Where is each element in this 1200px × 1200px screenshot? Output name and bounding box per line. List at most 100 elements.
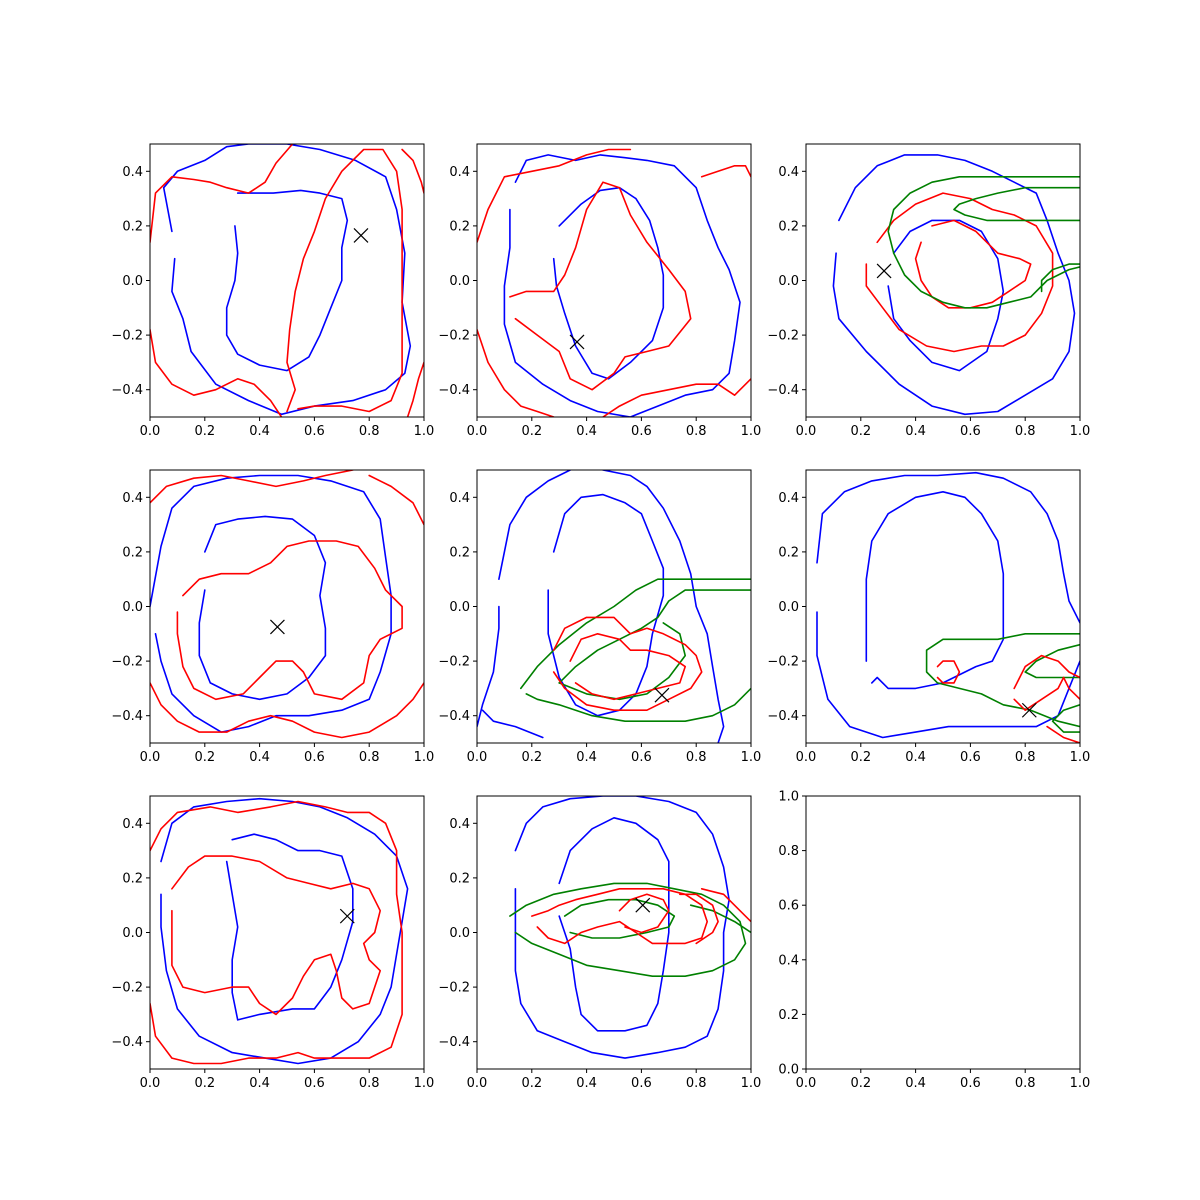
subplot-4: 0.0 0.2 0.4 0.6 0.8 1.0 −0.4 −0.2 0.0 0.2 0.4 <box>111 469 435 765</box>
contour-line-3 <box>150 470 354 504</box>
axes-frame <box>805 795 1081 1070</box>
contour-line-1 <box>160 797 409 1065</box>
contour-line-3 <box>509 882 747 978</box>
contour-line-7 <box>525 687 751 723</box>
contour-line-6 <box>953 186 1080 222</box>
contour-line-6 <box>401 148 424 194</box>
y-tick-label: 0.6 <box>778 899 799 914</box>
contour-line-4 <box>481 709 544 739</box>
contour-line-5 <box>887 176 1080 309</box>
x-tick-label: 0.6 <box>631 750 652 765</box>
y-tick-label: 0.0 <box>778 600 799 615</box>
y-tick-label: −0.2 <box>767 329 799 344</box>
x-tick-label: 0.6 <box>960 424 981 439</box>
x-marker <box>1021 702 1037 718</box>
x-marker <box>654 687 670 703</box>
contour-line-3 <box>477 148 632 244</box>
x-tick-label: 1.0 <box>1070 424 1091 439</box>
contour-line-5 <box>689 904 751 934</box>
y-tick-label: 0.2 <box>778 545 799 560</box>
contour-line-8 <box>558 589 751 684</box>
x-tick-label: 0.8 <box>1015 750 1036 765</box>
y-tick-label: −0.4 <box>111 709 143 724</box>
x-tick-label: 0.0 <box>467 750 488 765</box>
x-marker <box>876 263 892 279</box>
x-tick-label: 0.6 <box>304 1076 325 1091</box>
contour-group <box>832 154 1080 416</box>
contour-line-1 <box>498 470 572 581</box>
contour-line-1 <box>150 474 392 733</box>
contour-line-4 <box>368 474 424 526</box>
y-tick-label: 0.0 <box>449 274 470 289</box>
x-tick-label: 0.6 <box>960 750 981 765</box>
y-tick-label: 0.0 <box>122 274 143 289</box>
x-marker <box>353 228 369 243</box>
y-tick-label: 0.4 <box>778 953 799 968</box>
y-tick-label: −0.4 <box>111 383 143 398</box>
y-tick-label: 0.2 <box>449 545 470 560</box>
contour-line-1 <box>514 796 730 1059</box>
y-tick-label: 0.2 <box>449 219 470 234</box>
x-tick-label: 0.6 <box>631 1076 652 1091</box>
x-tick-label: 0.4 <box>905 750 926 765</box>
x-tick-label: 0.6 <box>304 750 325 765</box>
subplot-1: 0.0 0.2 0.4 0.6 0.8 1.0 −0.4 −0.2 0.0 0.2 0.4 <box>111 143 434 439</box>
x-tick-label: 0.0 <box>796 424 817 439</box>
y-tick-label: −0.4 <box>438 383 470 398</box>
y-tick-label: −0.4 <box>767 383 799 398</box>
x-tick-label: 0.0 <box>140 750 161 765</box>
contour-line-7 <box>406 361 424 417</box>
y-tick-label: 0.4 <box>122 817 143 832</box>
contour-line-3 <box>865 192 1054 353</box>
y-tick-label: −0.4 <box>767 709 799 724</box>
y-tick-label: −0.2 <box>438 329 470 344</box>
contour-line-2 <box>198 515 327 701</box>
x-tick-label: 1.0 <box>414 750 435 765</box>
contour-line-1 <box>816 471 1080 624</box>
contour-line-11 <box>569 632 687 701</box>
x-tick-label: 0.4 <box>576 750 597 765</box>
contour-line-2 <box>225 189 349 372</box>
contour-line-9 <box>1013 676 1080 712</box>
contour-line-4 <box>150 328 283 417</box>
contour-line-5 <box>509 181 692 391</box>
x-tick-label: 1.0 <box>741 424 762 439</box>
x-marker <box>635 897 651 913</box>
x-tick-label: 0.8 <box>359 750 380 765</box>
y-tick-label: −0.4 <box>438 1035 470 1050</box>
y-tick-label: 0.0 <box>122 926 143 941</box>
contour-line-5 <box>150 682 424 739</box>
x-tick-label: 0.6 <box>960 1076 981 1091</box>
contour-group <box>477 148 751 417</box>
contour-line-2 <box>225 833 354 1021</box>
x-tick-label: 0.8 <box>686 750 707 765</box>
x-tick-label: 0.8 <box>359 424 380 439</box>
x-tick-label: 1.0 <box>741 750 762 765</box>
x-marker <box>339 908 355 924</box>
x-tick-label: 0.6 <box>631 424 652 439</box>
x-tick-label: 0.4 <box>249 750 270 765</box>
y-tick-label: 0.0 <box>778 274 799 289</box>
contour-line-3 <box>150 144 294 244</box>
subplot-5: 0.0 0.2 0.4 0.6 0.8 1.0 −0.4 −0.2 0.0 0.2 0.4 <box>438 469 762 765</box>
y-tick-label: 0.2 <box>122 219 143 234</box>
contour-line-3 <box>477 605 500 728</box>
y-tick-label: 1.0 <box>778 790 799 805</box>
x-tick-label: 0.4 <box>905 1076 926 1091</box>
contour-group <box>150 797 409 1065</box>
x-tick-label: 0.2 <box>194 1076 215 1091</box>
y-tick-label: −0.4 <box>111 1035 143 1050</box>
contour-group <box>150 470 424 739</box>
y-tick-label: 0.0 <box>449 926 470 941</box>
y-tick-label: 0.0 <box>449 600 470 615</box>
x-tick-label: 0.0 <box>140 424 161 439</box>
contour-line-1 <box>832 154 1076 416</box>
contour-line-8 <box>1013 654 1080 690</box>
contour-line-6 <box>602 377 751 417</box>
contour-line-5 <box>547 493 665 717</box>
x-tick-label: 0.8 <box>686 1076 707 1091</box>
y-tick-label: 0.2 <box>778 1008 799 1023</box>
x-tick-label: 0.4 <box>576 1076 597 1091</box>
contour-line-3 <box>865 490 1005 690</box>
